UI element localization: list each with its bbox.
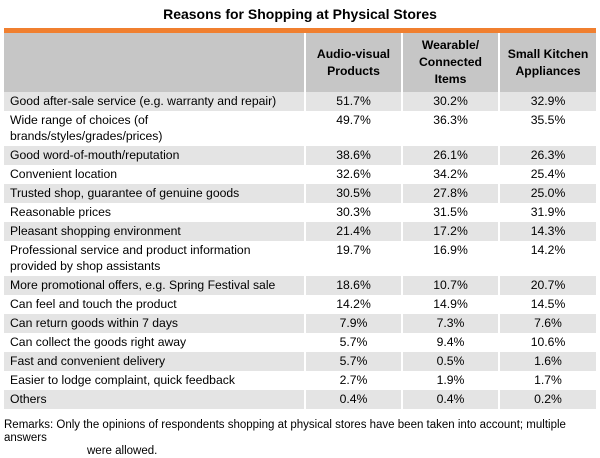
cell-value: 14.2% [304, 295, 402, 314]
cell-value: 5.7% [304, 352, 402, 371]
cell-value: 49.7% [304, 111, 402, 146]
cell-value: 30.5% [304, 184, 402, 203]
cell-value: 1.7% [498, 371, 596, 390]
row-label: Can return goods within 7 days [4, 314, 305, 333]
row-label: Wide range of choices (of brands/styles/… [10, 113, 163, 144]
cell-value: 9.4% [401, 333, 499, 352]
remarks-line-1: Remarks: Only the opinions of respondent… [4, 419, 566, 444]
cell-value: 21.4% [304, 222, 402, 241]
header-row: Audio-visual Products Wearable/ Connecte… [4, 33, 596, 92]
cell-value: 38.6% [304, 146, 402, 165]
header-accent-bar [4, 28, 596, 33]
cell-value: 14.5% [498, 295, 596, 314]
row-label: Reasonable prices [10, 205, 111, 219]
table-row: Good after-sale service (e.g. warranty a… [4, 92, 596, 111]
table-row: Can feel and touch the product 14.2% 14.9%… [4, 295, 596, 314]
table-row: Trusted shop, guarantee of genuine goods… [4, 184, 596, 203]
cell-value: 25.4% [498, 165, 596, 184]
row-label: Good word-of-mouth/reputation [4, 146, 305, 165]
table-row: Others 0.4% 0.4% 0.2% [4, 390, 596, 409]
column-header: Wearable/ Connected Items [401, 33, 499, 92]
remarks: Remarks: Only the opinions of respondent… [4, 419, 596, 458]
cell-value: 10.7% [401, 276, 499, 295]
data-table: Audio-visual Products Wearable/ Connecte… [4, 33, 596, 409]
table-row: Convenient location 32.6% 34.2% 25.4% [4, 165, 596, 184]
cell-value: 0.2% [498, 390, 596, 409]
row-label: Convenient location [10, 167, 118, 181]
cell-value: 32.9% [498, 92, 596, 111]
cell-value: 7.6% [498, 314, 596, 333]
cell-value: 0.5% [401, 352, 499, 371]
cell-value: 16.9% [401, 241, 499, 276]
table-row: Can collect the goods right away 5.7% 9.4%… [4, 333, 596, 352]
row-label: Can collect the goods right away [10, 335, 187, 349]
cell-value: 2.7% [304, 371, 402, 390]
table-row: Good word-of-mouth/reputation 38.6% 26.1% 2… [4, 146, 596, 165]
cell-value: 30.2% [401, 92, 499, 111]
cell-value: 7.9% [304, 314, 402, 333]
column-header: Audio-visual Products [304, 33, 402, 92]
table-row: Pleasant shopping environment 21.4% 17.2% 1… [4, 222, 596, 241]
row-label: More promotional offers, e.g. Spring Fes… [4, 276, 305, 295]
cell-value: 5.7% [304, 333, 402, 352]
cell-value: 51.7% [304, 92, 402, 111]
cell-value: 17.2% [401, 222, 499, 241]
cell-value: 31.9% [498, 203, 596, 222]
cell-value: 0.4% [401, 390, 499, 409]
column-header: Small Kitchen Appliances [498, 33, 596, 92]
row-label: Can feel and touch the product [10, 297, 177, 311]
cell-value: 19.7% [304, 241, 402, 276]
table-row: Can return goods within 7 days 7.9% 7.3% 7.… [4, 314, 596, 333]
cell-value: 18.6% [304, 276, 402, 295]
cell-value: 36.3% [401, 111, 499, 146]
table-row: Reasonable prices 30.3% 31.5% 31.9% [4, 203, 596, 222]
row-label: Professional service and product informa… [10, 243, 251, 274]
table-row: Wide range of choices (of brands/styles/… [4, 111, 596, 146]
cell-value: 20.7% [498, 276, 596, 295]
row-label: Trusted shop, guarantee of genuine goods [4, 184, 305, 203]
cell-value: 14.3% [498, 222, 596, 241]
cell-value: 27.8% [401, 184, 499, 203]
row-label: Good after-sale service (e.g. warranty a… [4, 92, 305, 111]
column-header [4, 33, 305, 92]
table-body: Good after-sale service (e.g. warranty a… [4, 92, 596, 409]
cell-value: 26.3% [498, 146, 596, 165]
row-label: Easier to lodge complaint, quick feedbac… [10, 373, 235, 387]
table-row: More promotional offers, e.g. Spring Fes… [4, 276, 596, 295]
cell-value: 14.9% [401, 295, 499, 314]
cell-value: 10.6% [498, 333, 596, 352]
cell-value: 1.9% [401, 371, 499, 390]
cell-value: 1.6% [498, 352, 596, 371]
table-row: Fast and convenient delivery 5.7% 0.5% 1.6% [4, 352, 596, 371]
cell-value: 30.3% [304, 203, 402, 222]
cell-value: 7.3% [401, 314, 499, 333]
cell-value: 0.4% [304, 390, 402, 409]
cell-value: 31.5% [401, 203, 499, 222]
cell-value: 35.5% [498, 111, 596, 146]
cell-value: 14.2% [498, 241, 596, 276]
row-label: Fast and convenient delivery [4, 352, 305, 371]
row-label: Pleasant shopping environment [4, 222, 305, 241]
table-row: Professional service and product informa… [4, 241, 596, 276]
remarks-line-2: were allowed. [87, 445, 158, 457]
table-row: Easier to lodge complaint, quick feedbac… [4, 371, 596, 390]
cell-value: 34.2% [401, 165, 499, 184]
cell-value: 25.0% [498, 184, 596, 203]
row-label: Others [4, 390, 305, 409]
cell-value: 32.6% [304, 165, 402, 184]
cell-value: 26.1% [401, 146, 499, 165]
chart-title: Reasons for Shopping at Physical Stores [163, 6, 437, 22]
